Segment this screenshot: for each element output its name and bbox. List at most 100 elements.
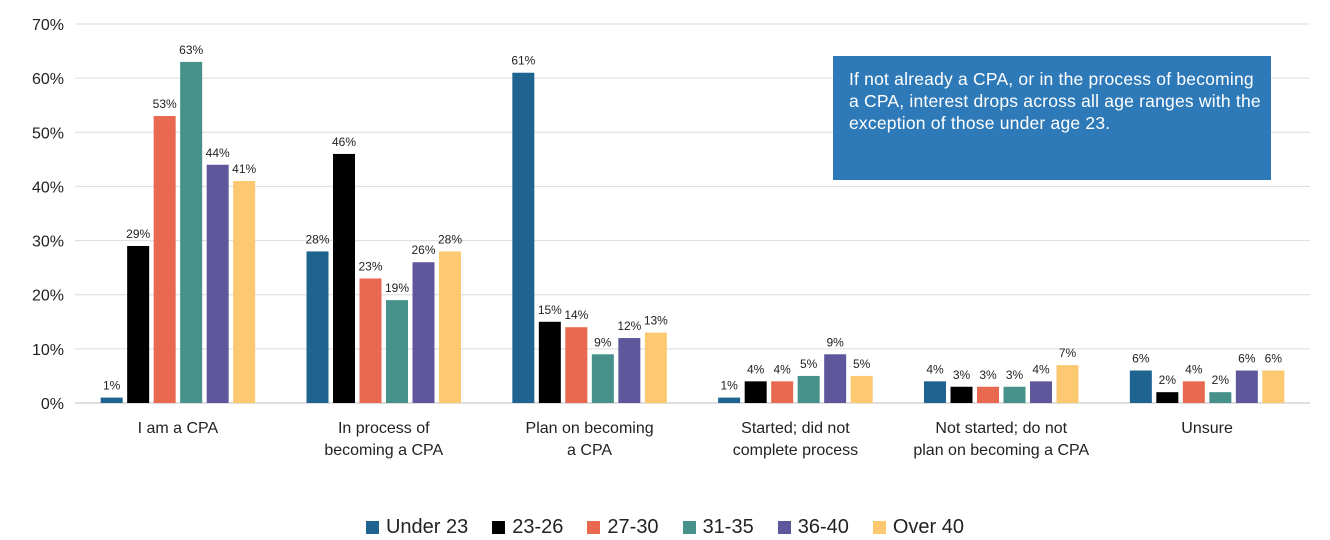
bar [538, 321, 561, 403]
legend-swatch [587, 521, 601, 534]
data-label: 6% [1238, 352, 1256, 366]
bar [797, 375, 820, 403]
legend-label: Under 23 [385, 516, 469, 538]
data-label: 13% [644, 314, 668, 328]
bar [439, 251, 461, 403]
y-tick-label: 10% [32, 342, 64, 359]
bar [1182, 381, 1205, 403]
gridlines [75, 23, 1310, 404]
bar [100, 397, 123, 403]
data-label: 3% [1006, 368, 1024, 382]
bar [591, 354, 614, 403]
data-label: 4% [1032, 362, 1050, 376]
legend-item: 31-35 [682, 516, 754, 539]
legend-swatch [872, 521, 886, 534]
legend-label: 36-40 [797, 516, 849, 538]
bar [1156, 392, 1179, 403]
data-label: 41% [232, 162, 256, 176]
y-axis-ticks: 0% 10% 20% 30% 40% 50% 60% 70% [32, 17, 64, 413]
y-tick-label: 30% [32, 234, 64, 251]
bar [1262, 370, 1285, 403]
data-label: 46% [332, 135, 356, 149]
data-label: 4% [747, 362, 765, 376]
data-label: 28% [438, 232, 462, 246]
x-category-label: Started; did not complete process [733, 420, 858, 459]
bar [824, 354, 847, 403]
bar [1056, 365, 1079, 403]
y-tick-label: 20% [32, 288, 64, 305]
bar [306, 251, 329, 403]
data-label: 1% [103, 379, 121, 393]
data-label: 14% [564, 308, 588, 322]
bar [565, 327, 588, 403]
data-label: 9% [594, 335, 612, 349]
data-label: 6% [1132, 352, 1150, 366]
data-label: 5% [800, 357, 818, 371]
data-label: 12% [617, 319, 641, 333]
y-tick-label: 0% [41, 396, 64, 413]
data-labels: 1%29%53%63%44%41%28%46%23%19%26%28%61%15… [103, 43, 1282, 393]
data-label: 1% [720, 379, 738, 393]
bars [100, 61, 1285, 404]
data-label: 4% [1185, 362, 1203, 376]
data-label: 2% [1212, 373, 1230, 387]
data-label: 4% [926, 362, 944, 376]
bar [1209, 392, 1232, 403]
legend: Under 23 23-26 27-30 31-35 36-40 Over 40 [0, 516, 1330, 539]
x-axis-categories: I am a CPA In process of becoming a CPA Pla… [138, 420, 1233, 459]
data-label: 3% [979, 368, 997, 382]
y-tick-label: 50% [32, 125, 64, 142]
data-label: 5% [853, 357, 871, 371]
legend-label: 31-35 [702, 516, 754, 538]
x-category-label: Plan on becoming a CPA [526, 420, 654, 459]
bar [850, 375, 873, 403]
data-label: 26% [411, 243, 435, 257]
data-label: 15% [538, 303, 562, 317]
bar [644, 332, 667, 403]
bar [1235, 370, 1258, 403]
bar [127, 245, 150, 403]
legend-swatch [777, 521, 791, 534]
bar [950, 386, 973, 403]
bar [718, 397, 741, 403]
legend-item: Under 23 [365, 516, 469, 539]
legend-label: 23-26 [512, 516, 564, 538]
bar [1003, 386, 1026, 403]
data-label: 9% [826, 335, 844, 349]
data-label: 44% [206, 146, 230, 160]
data-label: 61% [511, 54, 535, 68]
data-label: 7% [1059, 346, 1077, 360]
bar [1129, 370, 1152, 403]
x-category-label: In process of becoming a CPA [324, 420, 443, 459]
bar [924, 381, 946, 403]
data-label: 23% [358, 259, 382, 273]
x-category-label: Not started; do not plan on becoming a CP… [913, 420, 1089, 459]
data-label: 53% [153, 97, 177, 111]
bar [180, 61, 203, 404]
legend-item: 23-26 [492, 516, 563, 539]
bar [233, 181, 256, 403]
x-category-label: I am a CPA [138, 420, 219, 437]
data-label: 28% [305, 232, 329, 246]
annotation-callout: If not already a CPA, or in the process … [833, 56, 1271, 180]
y-tick-label: 40% [32, 179, 64, 196]
data-label: 29% [126, 227, 150, 241]
bar [412, 262, 435, 403]
bar [771, 381, 794, 403]
data-label: 3% [953, 368, 971, 382]
bar [153, 116, 176, 404]
legend-item: Over 40 [872, 516, 964, 539]
bar [333, 153, 355, 403]
bar [512, 72, 535, 403]
bar [386, 300, 408, 403]
bar [359, 278, 382, 403]
legend-swatch [682, 521, 696, 534]
callout-text: If not already a CPA, or in the process … [849, 69, 1261, 133]
chart: 0% 10% 20% 30% 40% 50% 60% 70% 1% 29% 53% 63% 44%41… [32, 17, 1310, 459]
bar [977, 386, 999, 403]
data-label: 63% [179, 43, 203, 57]
data-label: 4% [773, 362, 791, 376]
y-tick-label: 70% [32, 17, 64, 34]
legend-item: 27-30 [587, 516, 659, 539]
legend-swatch [365, 521, 379, 534]
